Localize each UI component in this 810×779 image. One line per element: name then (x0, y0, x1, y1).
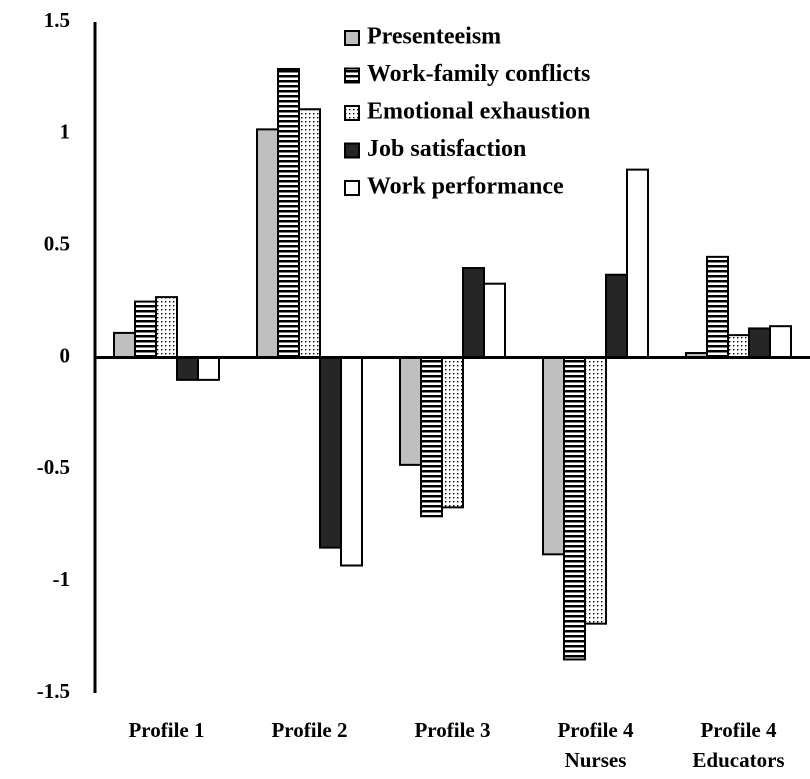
legend-label: Work-family conflicts (367, 61, 590, 87)
y-tick-label: -1 (53, 567, 71, 591)
y-tick-label: 0.5 (44, 231, 70, 255)
bar (298, 108, 321, 359)
bar (748, 327, 771, 359)
bar (176, 356, 199, 381)
bar (340, 356, 363, 567)
legend-swatch (344, 142, 360, 159)
x-tick-label: Profile 4 Nurses (557, 718, 634, 772)
legend-label: Emotional exhaustion (367, 99, 590, 125)
bar (584, 356, 607, 625)
y-tick-label: -0.5 (37, 455, 70, 479)
bar (769, 325, 792, 359)
legend-swatch (344, 180, 360, 196)
x-tick-label: Profile 1 (128, 718, 205, 742)
legend-label: Presenteeism (367, 24, 501, 50)
x-tick-label: Profile 2 (271, 718, 348, 742)
y-tick-label: 1 (60, 120, 71, 144)
bar (420, 356, 443, 518)
bar (113, 331, 136, 359)
legend-swatch (344, 67, 360, 84)
legend-swatch (344, 105, 360, 121)
y-tick-label: 1.5 (44, 8, 70, 32)
legend-label: Work performance (367, 174, 564, 200)
bar (706, 255, 729, 359)
x-tick-label: Profile 3 (414, 718, 491, 742)
bar (483, 282, 506, 359)
bar (542, 356, 565, 556)
bar (197, 356, 220, 381)
bar (605, 273, 628, 359)
bar (256, 128, 279, 359)
y-tick-label: -1.5 (37, 679, 70, 703)
bar (462, 267, 485, 359)
legend-label: Job satisfaction (367, 136, 526, 162)
bar (441, 356, 464, 509)
bar (727, 334, 750, 359)
bar (277, 67, 300, 359)
bar (155, 296, 178, 359)
bar (626, 168, 649, 359)
bar (399, 356, 422, 466)
legend-swatch (344, 30, 360, 46)
bar (134, 300, 157, 359)
bar (319, 356, 342, 549)
x-tick-label: Profile 4 Educators (692, 718, 785, 772)
y-tick-label: 0 (60, 343, 71, 367)
bar (563, 356, 586, 661)
